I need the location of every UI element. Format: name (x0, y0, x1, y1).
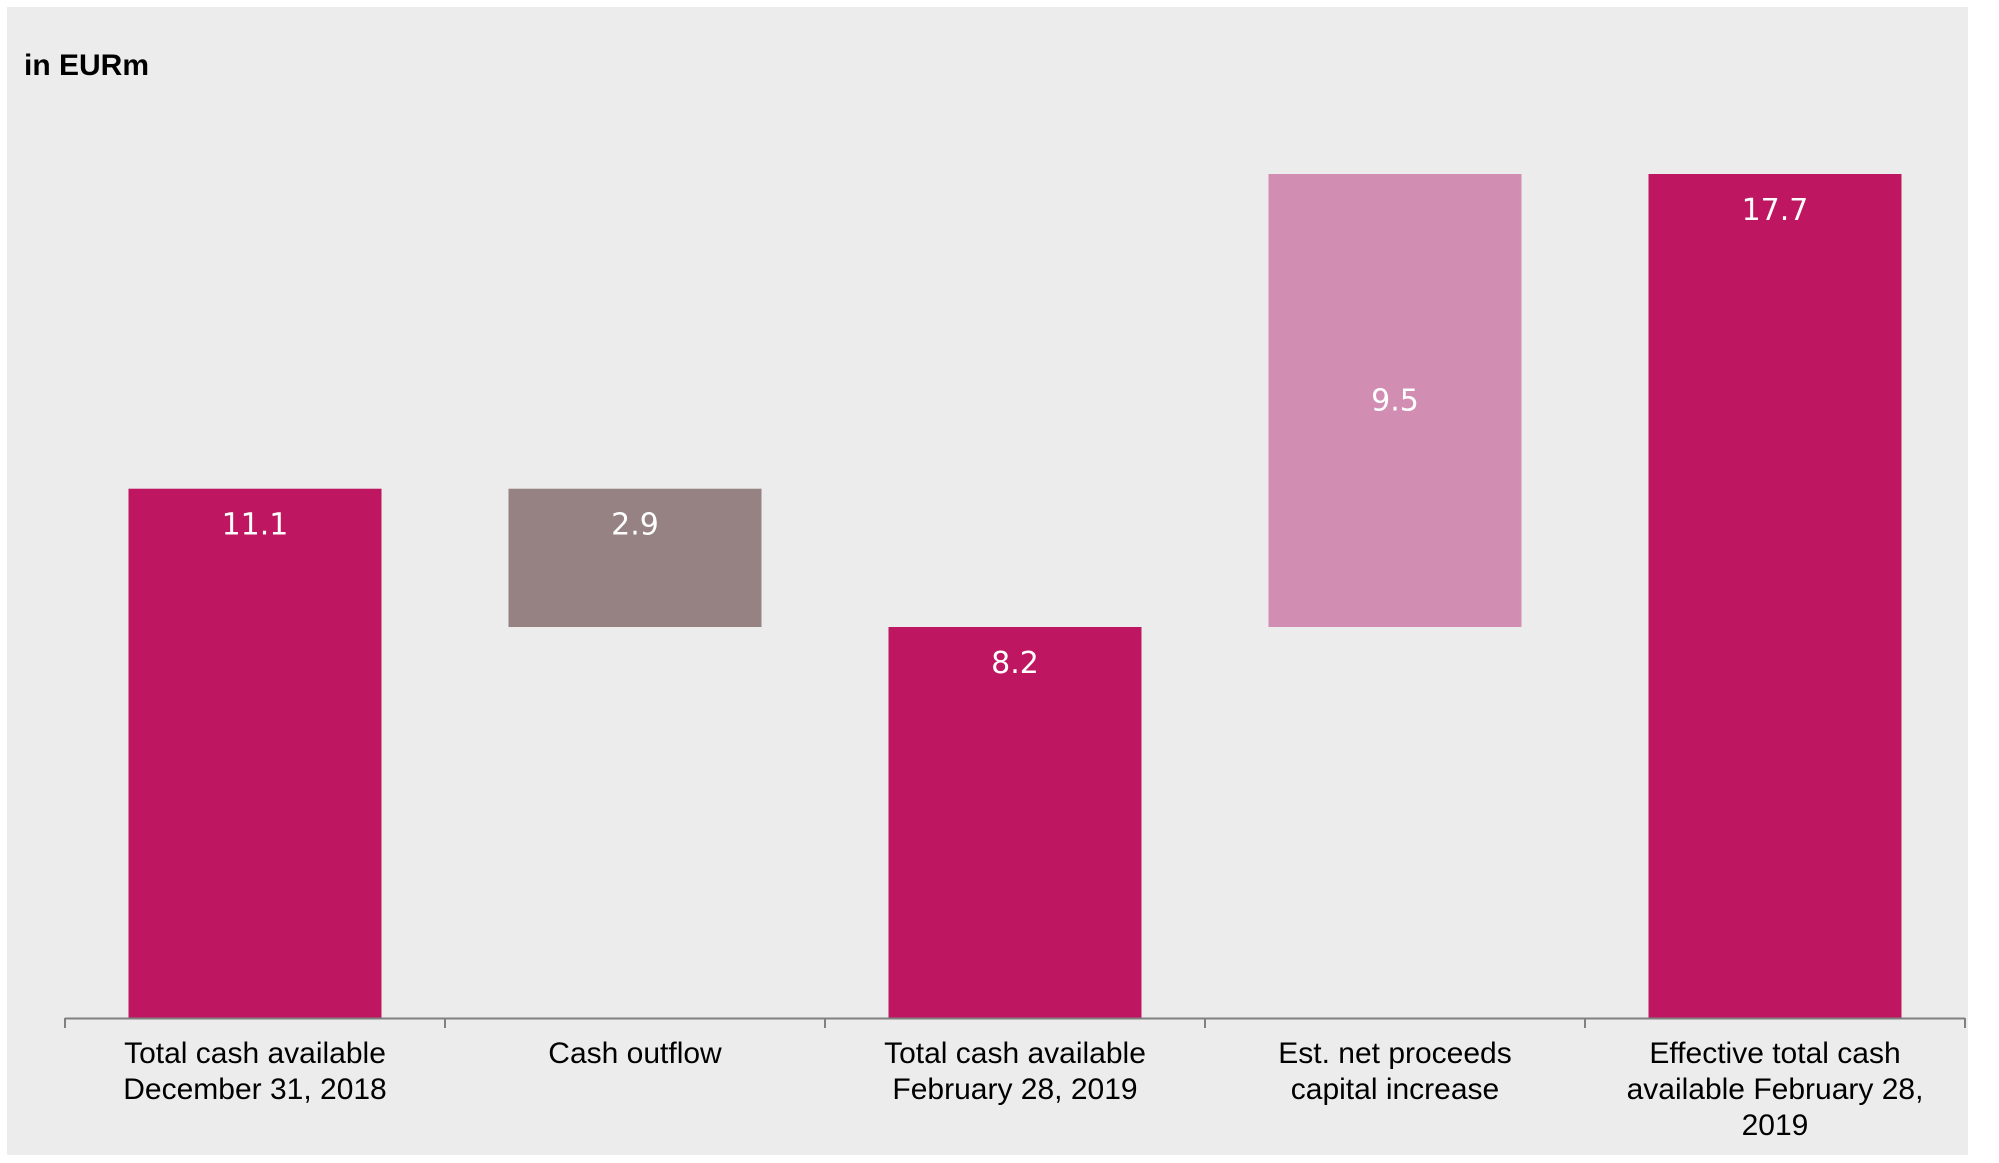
category-label-line: capital increase (1290, 1073, 1500, 1106)
category-label-3: Total cash available February 28, 2019 (845, 1036, 1185, 1108)
category-label-line: 2019 (1741, 1109, 1809, 1142)
category-label-line: December 31, 2018 (123, 1073, 387, 1106)
bar-2 (508, 488, 762, 627)
category-label-line: Total cash available (884, 1037, 1146, 1070)
value-label-3: 8.2 (991, 646, 1039, 681)
category-label-line: Est. net proceeds (1278, 1037, 1512, 1070)
category-label-5: Effective total cash available February 2… (1605, 1036, 1945, 1144)
category-label-1: Total cash available December 31, 2018 (85, 1036, 425, 1108)
bar-3 (888, 626, 1142, 1018)
category-label-line: Total cash available (124, 1037, 386, 1070)
category-label-line: February 28, 2019 (892, 1073, 1138, 1106)
value-label-4: 9.5 (1371, 383, 1419, 418)
value-label-1: 11.1 (222, 508, 289, 543)
unit-label: in EURm (24, 49, 150, 82)
category-label-2: Cash outflow (465, 1036, 805, 1072)
bar-4 (1268, 174, 1522, 627)
category-label-line: Cash outflow (548, 1037, 722, 1070)
category-label-4: Est. net proceeds capital increase (1225, 1036, 1565, 1108)
value-label-5: 17.7 (1742, 193, 1809, 228)
category-label-line: Effective total cash (1649, 1037, 1901, 1070)
waterfall-chart: 11.1 2.9 8.2 9.5 17.7 (64, 174, 1966, 1028)
category-label-line: available February 28, (1626, 1073, 1924, 1106)
bar-1 (128, 488, 382, 1018)
value-label-2: 2.9 (611, 508, 659, 543)
chart-panel: in EURm 11.1 2.9 8.2 9.5 17.7 Total cash ava… (7, 7, 1968, 1155)
bar-5 (1648, 174, 1902, 1018)
